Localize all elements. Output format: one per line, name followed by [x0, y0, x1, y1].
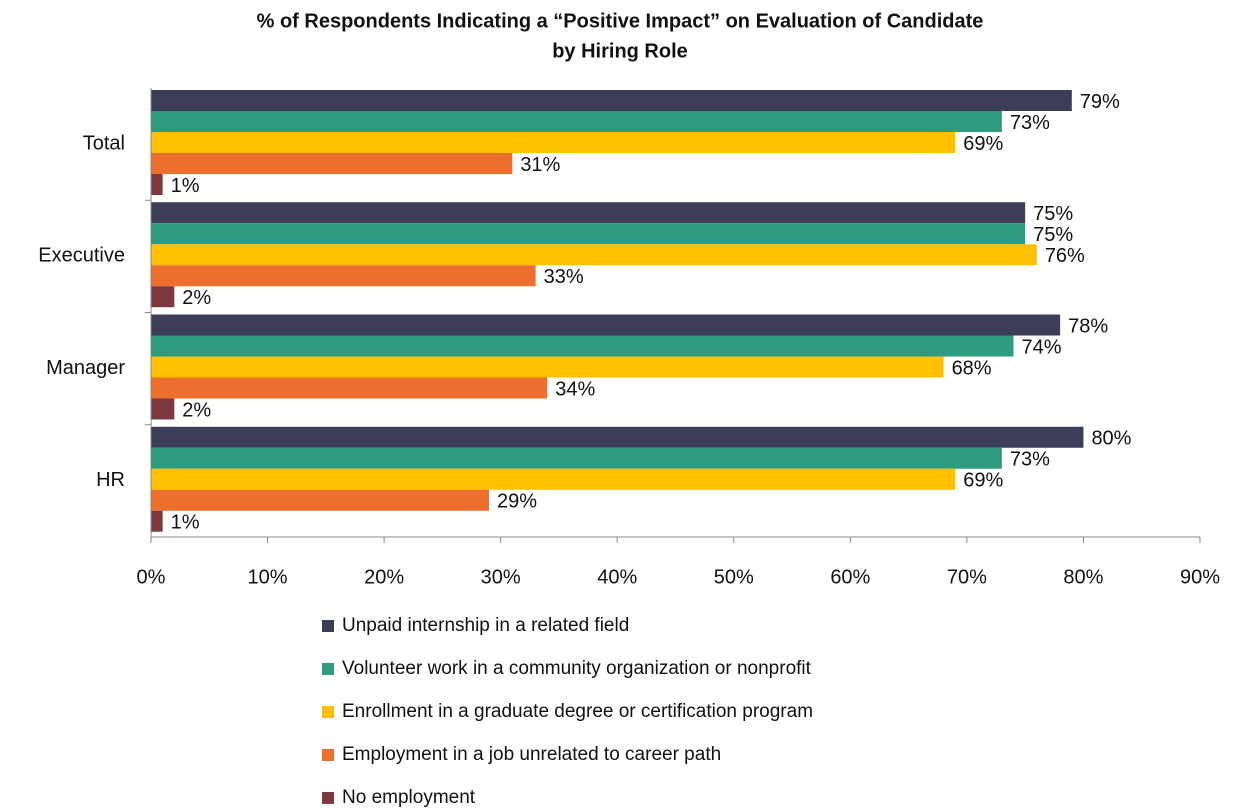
bar — [151, 314, 1061, 336]
data-label: 69% — [963, 133, 1003, 155]
y-tick-label: Manager — [46, 357, 125, 379]
bar — [151, 153, 513, 174]
bar — [151, 202, 1026, 224]
data-label: 1% — [171, 512, 200, 534]
bar — [151, 426, 1084, 448]
data-label: 69% — [963, 470, 1003, 492]
legend-label: Unpaid internship in a related field — [342, 615, 629, 636]
bar — [151, 335, 1014, 357]
x-tick-label: 10% — [248, 566, 288, 588]
data-label: 75% — [1033, 224, 1073, 246]
x-tick-label: 80% — [1063, 566, 1103, 588]
y-tick-label: HR — [96, 469, 125, 491]
legend-label: Volunteer work in a community organizati… — [342, 658, 812, 679]
legend-label: Employment in a job unrelated to career … — [342, 744, 721, 765]
data-label: 33% — [544, 266, 584, 288]
data-label: 68% — [952, 357, 992, 379]
bar — [151, 244, 1037, 266]
data-label: 80% — [1091, 428, 1131, 450]
y-tick-label: Executive — [38, 245, 125, 267]
bar — [151, 90, 1072, 111]
data-label: 73% — [1010, 112, 1050, 134]
bar — [151, 468, 956, 490]
x-tick-label: 60% — [830, 566, 870, 588]
bar — [151, 265, 536, 287]
x-tick-label: 40% — [597, 566, 637, 588]
bar — [151, 111, 1002, 132]
legend-label: Enrollment in a graduate degree or certi… — [342, 701, 813, 722]
bar — [151, 223, 1026, 245]
x-tick-label: 30% — [481, 566, 521, 588]
bar — [151, 174, 163, 195]
bar — [151, 286, 175, 308]
data-label: 74% — [1022, 336, 1062, 358]
legend-swatch — [322, 620, 334, 632]
legend-swatch — [322, 706, 334, 718]
data-label: 78% — [1068, 315, 1108, 337]
bar — [151, 489, 490, 511]
x-tick-label: 90% — [1180, 566, 1220, 588]
data-label: 34% — [555, 378, 595, 400]
legend-swatch — [322, 663, 334, 675]
chart-title: % of Respondents Indicating a “Positive … — [257, 10, 984, 32]
data-label: 1% — [171, 175, 200, 197]
bar — [151, 132, 956, 153]
legend-swatch — [322, 792, 334, 804]
data-label: 29% — [497, 491, 537, 513]
data-label: 2% — [182, 399, 211, 421]
data-label: 2% — [182, 287, 211, 309]
data-label: 31% — [520, 154, 560, 176]
bar — [151, 377, 548, 399]
legend-swatch — [322, 749, 334, 761]
y-tick-label: Total — [83, 132, 125, 154]
legend-label: No employment — [342, 787, 476, 808]
chart-title: by Hiring Role — [552, 40, 688, 62]
x-tick-label: 20% — [364, 566, 404, 588]
bar — [151, 356, 944, 378]
data-label: 75% — [1033, 203, 1073, 225]
x-tick-label: 50% — [714, 566, 754, 588]
data-label: 76% — [1045, 245, 1085, 267]
data-label: 73% — [1010, 449, 1050, 471]
x-tick-label: 0% — [137, 566, 166, 588]
bar — [151, 447, 1002, 469]
data-label: 79% — [1080, 91, 1120, 113]
bar — [151, 398, 175, 420]
bar — [151, 510, 163, 532]
x-tick-label: 70% — [947, 566, 987, 588]
